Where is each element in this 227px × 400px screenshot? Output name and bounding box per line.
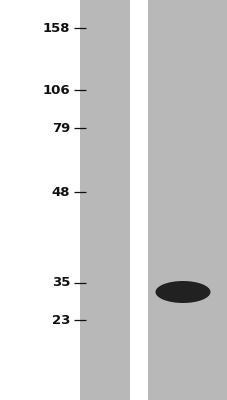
Bar xyxy=(129,0,147,400)
Text: 35: 35 xyxy=(51,276,70,290)
Bar xyxy=(80,0,129,400)
Text: 48: 48 xyxy=(51,186,70,198)
Text: 23: 23 xyxy=(51,314,70,326)
Ellipse shape xyxy=(155,281,210,303)
Text: 79: 79 xyxy=(52,122,70,134)
Bar xyxy=(147,0,227,400)
Text: 158: 158 xyxy=(42,22,70,34)
Text: 106: 106 xyxy=(42,84,70,96)
